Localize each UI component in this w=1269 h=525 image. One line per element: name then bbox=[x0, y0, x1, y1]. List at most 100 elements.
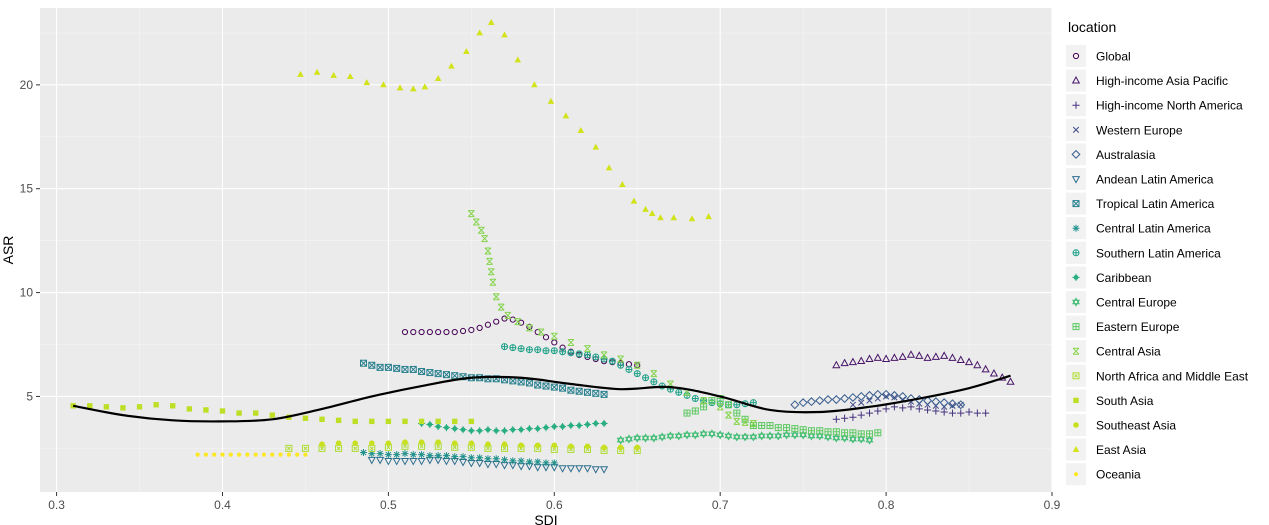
y-axis-title: ASR bbox=[0, 236, 16, 265]
data-point bbox=[451, 328, 458, 336]
data-point bbox=[492, 427, 500, 435]
data-point bbox=[724, 401, 732, 409]
data-point bbox=[947, 399, 957, 409]
data-point bbox=[989, 368, 999, 377]
data-point bbox=[940, 408, 948, 416]
data-point bbox=[882, 393, 890, 400]
data-point bbox=[509, 426, 517, 434]
legend-item: Andean Latin America bbox=[1066, 168, 1214, 190]
data-point bbox=[956, 400, 966, 410]
data-point bbox=[683, 409, 691, 417]
data-point bbox=[823, 395, 833, 405]
data-point bbox=[949, 402, 956, 409]
data-point bbox=[547, 97, 555, 104]
major-gridlines bbox=[40, 8, 1053, 492]
data-point bbox=[774, 431, 783, 441]
data-point bbox=[957, 409, 965, 417]
data-point bbox=[658, 432, 667, 442]
data-point bbox=[849, 401, 857, 408]
legend-label: Tropical Latin America bbox=[1096, 197, 1215, 211]
x-axis-ticks: 0.3 0.4 0.5 0.6 0.7 0.8 0.9 bbox=[48, 492, 1061, 512]
data-point bbox=[741, 418, 749, 426]
data-point bbox=[360, 449, 368, 457]
data-point bbox=[699, 429, 708, 439]
data-point bbox=[600, 419, 608, 428]
data-point bbox=[443, 328, 450, 336]
data-point bbox=[923, 406, 932, 414]
data-point bbox=[286, 452, 291, 457]
data-point bbox=[417, 457, 426, 466]
data-point bbox=[542, 334, 550, 341]
data-point bbox=[518, 442, 524, 449]
data-point bbox=[531, 81, 538, 88]
data-point bbox=[591, 466, 600, 474]
legend-key-symbol bbox=[1071, 149, 1081, 159]
legend-label: Central Asia bbox=[1096, 345, 1161, 359]
data-point bbox=[633, 361, 641, 369]
data-point bbox=[451, 440, 458, 446]
data-point bbox=[857, 356, 866, 365]
data-point bbox=[791, 425, 799, 433]
data-point bbox=[203, 407, 209, 413]
data-point bbox=[568, 443, 574, 450]
y-tick-label: 5 bbox=[26, 389, 33, 403]
data-point bbox=[648, 210, 656, 217]
data-point bbox=[550, 422, 558, 431]
data-point bbox=[766, 431, 774, 441]
data-point bbox=[915, 405, 923, 413]
data-point bbox=[542, 347, 550, 355]
data-point bbox=[459, 327, 467, 335]
data-point bbox=[577, 126, 585, 133]
series-high-income-north-america bbox=[832, 403, 990, 423]
data-point bbox=[537, 328, 545, 336]
data-point bbox=[889, 390, 899, 400]
x-tick-label: 0.3 bbox=[48, 498, 65, 512]
legend-item: Oceania bbox=[1066, 463, 1141, 486]
data-point bbox=[426, 328, 433, 336]
data-point bbox=[550, 347, 558, 355]
legend-label: Global bbox=[1096, 50, 1131, 64]
data-point bbox=[534, 442, 541, 449]
data-point bbox=[385, 440, 392, 446]
data-point bbox=[688, 215, 696, 222]
data-point bbox=[799, 426, 807, 434]
data-point bbox=[592, 389, 600, 397]
data-point bbox=[650, 378, 658, 386]
data-point bbox=[840, 358, 849, 367]
legend-key-symbol bbox=[1072, 323, 1080, 331]
data-point bbox=[534, 346, 542, 354]
data-point bbox=[725, 411, 732, 419]
legend-key-symbol bbox=[1071, 176, 1081, 184]
data-point bbox=[363, 79, 371, 86]
data-point bbox=[525, 379, 533, 387]
data-point bbox=[369, 440, 375, 446]
data-point bbox=[526, 323, 533, 330]
data-point bbox=[832, 360, 841, 369]
data-point bbox=[630, 197, 638, 204]
data-point bbox=[915, 351, 924, 359]
data-point bbox=[492, 455, 500, 463]
data-series bbox=[70, 18, 1015, 474]
data-point bbox=[534, 381, 542, 389]
data-point bbox=[633, 370, 641, 378]
data-point bbox=[782, 430, 791, 440]
data-point bbox=[253, 452, 258, 457]
data-point bbox=[931, 397, 941, 407]
data-point bbox=[434, 370, 442, 378]
data-point bbox=[384, 457, 393, 466]
data-point bbox=[459, 426, 467, 434]
data-point bbox=[551, 442, 558, 449]
data-point bbox=[384, 363, 392, 371]
data-point bbox=[385, 418, 392, 425]
legend-key-symbol bbox=[1072, 126, 1080, 133]
data-point bbox=[866, 397, 873, 404]
data-point bbox=[642, 374, 650, 382]
data-point bbox=[891, 394, 898, 401]
data-point bbox=[409, 365, 417, 373]
x-tick-label: 0.6 bbox=[546, 498, 563, 512]
data-point bbox=[774, 424, 782, 432]
legend-label: Western Europe bbox=[1096, 123, 1183, 137]
data-point bbox=[806, 397, 816, 407]
data-point bbox=[418, 439, 425, 445]
data-point bbox=[856, 391, 866, 401]
